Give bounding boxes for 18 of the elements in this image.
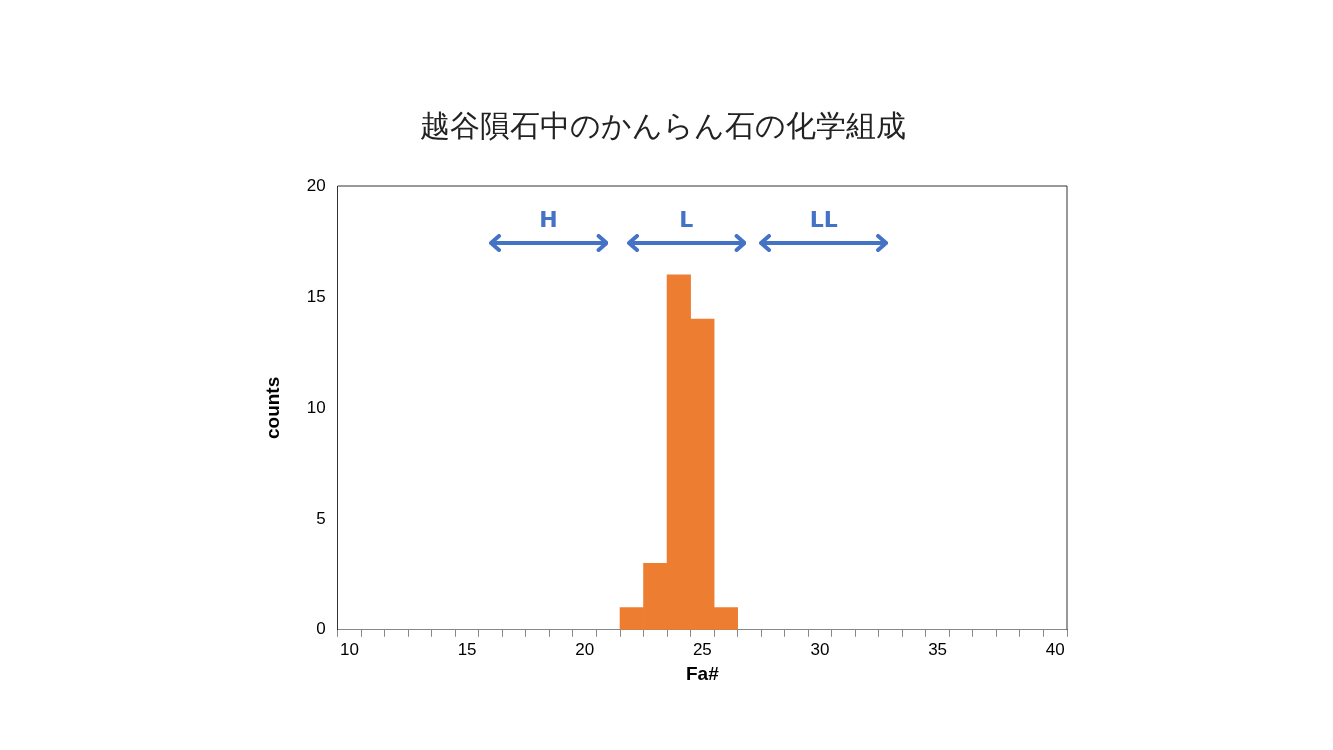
y-tick-label: 20 bbox=[306, 175, 326, 195]
y-axis-title: counts bbox=[261, 376, 283, 440]
x-tick-label: 30 bbox=[810, 639, 830, 659]
x-tick-label: 40 bbox=[1045, 639, 1065, 659]
x-tick-label: 25 bbox=[692, 639, 712, 659]
x-tick-label: 10 bbox=[340, 639, 359, 659]
y-tick-label: 15 bbox=[306, 286, 326, 306]
y-tick-label: 5 bbox=[316, 508, 326, 528]
y-tick-label: 10 bbox=[306, 397, 326, 417]
x-tick-label: 20 bbox=[575, 639, 595, 659]
x-tick-label: 35 bbox=[928, 639, 948, 659]
chart-title: 越谷隕石中のかんらん石の化学組成 bbox=[419, 109, 906, 143]
x-tick-label: 15 bbox=[457, 639, 477, 659]
annotation: LL bbox=[809, 207, 838, 233]
annotation: H bbox=[539, 207, 558, 233]
y-tick-label: 0 bbox=[316, 619, 326, 639]
annotation: L bbox=[679, 207, 694, 233]
x-axis-title: Fa# bbox=[685, 662, 720, 684]
